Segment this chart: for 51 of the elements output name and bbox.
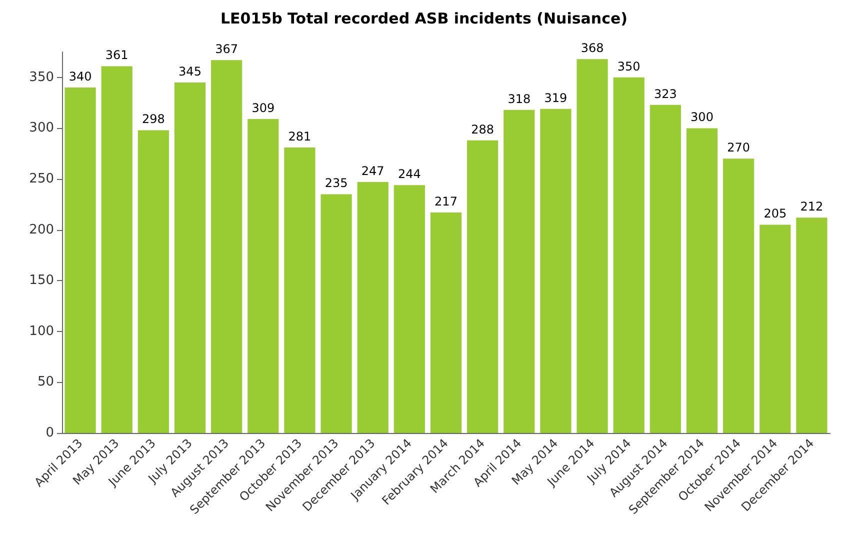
bar xyxy=(467,140,498,433)
data-label: 361 xyxy=(105,48,128,62)
data-label: 281 xyxy=(288,130,312,144)
data-label: 247 xyxy=(361,164,384,178)
bar xyxy=(576,59,608,433)
bar xyxy=(64,88,96,433)
y-tick-label: 0 xyxy=(46,426,54,440)
y-tick-label: 150 xyxy=(29,273,54,288)
bar xyxy=(540,108,572,433)
bar xyxy=(174,82,206,433)
data-label: 288 xyxy=(471,122,494,136)
y-tick-label: 50 xyxy=(37,374,54,390)
data-label: 345 xyxy=(178,64,202,78)
data-label: 323 xyxy=(654,86,677,101)
bar xyxy=(723,158,754,433)
bar xyxy=(357,182,388,433)
data-label: 298 xyxy=(142,112,165,126)
data-label: 318 xyxy=(508,92,531,106)
bar xyxy=(211,60,242,433)
data-label: 300 xyxy=(690,110,714,124)
y-tick-label: 350 xyxy=(29,70,54,85)
bar xyxy=(394,185,425,433)
bar xyxy=(650,104,681,433)
bar xyxy=(284,148,316,433)
bar xyxy=(686,128,718,433)
data-label: 205 xyxy=(764,206,787,221)
bar xyxy=(613,77,644,433)
y-tick-label: 300 xyxy=(29,120,54,136)
bar xyxy=(138,130,169,433)
data-label: 350 xyxy=(617,59,640,74)
data-label: 309 xyxy=(252,101,275,116)
bar xyxy=(320,194,352,433)
data-label: 368 xyxy=(580,41,604,56)
y-tick-label: 200 xyxy=(29,222,54,238)
bar xyxy=(101,66,132,433)
data-label: 367 xyxy=(215,42,238,56)
y-tick-label: 250 xyxy=(29,172,54,186)
data-label: 340 xyxy=(68,70,92,84)
chart-title: LE015b Total recorded ASB incidents (Nuisance) xyxy=(220,10,628,28)
bar xyxy=(248,119,279,433)
bar xyxy=(760,224,791,433)
bar xyxy=(430,212,462,433)
bar xyxy=(796,218,828,433)
data-label: 212 xyxy=(800,200,824,214)
bar xyxy=(504,110,535,433)
data-label: 270 xyxy=(727,140,750,155)
data-label: 235 xyxy=(324,176,348,190)
data-label: 319 xyxy=(544,90,568,105)
data-label: 217 xyxy=(434,194,458,209)
data-label: 244 xyxy=(398,167,421,182)
y-tick-label: 100 xyxy=(29,324,54,339)
